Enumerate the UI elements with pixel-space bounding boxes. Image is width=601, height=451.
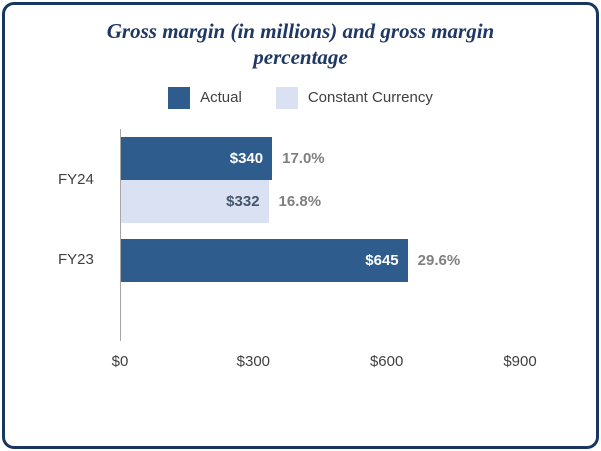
bar-fy24-constant-currency: $332 (121, 179, 269, 223)
chart-legend: Actual Constant Currency (5, 86, 596, 109)
legend-item-actual: Actual (168, 86, 242, 109)
legend-label: Actual (200, 89, 242, 106)
legend-label: Constant Currency (307, 89, 433, 106)
bar-percent-label: 29.6% (417, 251, 461, 269)
chart-body: $340 17.0% $332 16.8% $645 29.6% FY24 FY23 $0 $30… (5, 128, 596, 397)
bar-fy24-actual: $340 (121, 136, 273, 180)
legend-item-constant-currency: Constant Currency (275, 86, 433, 109)
category-label-fy23: FY23 (58, 251, 94, 268)
y-axis-line (120, 128, 121, 341)
bar-percent-label: 16.8% (278, 192, 322, 210)
bar-value-label: $645 (365, 251, 399, 269)
bar-fy23-actual: $645 (121, 238, 408, 282)
bar-value-label: $340 (229, 149, 264, 167)
bar-value-label: $332 (226, 192, 260, 210)
chart-title: Gross margin (in millions) and gross mar… (106, 19, 495, 70)
bar-percent-label: 17.0% (282, 149, 325, 167)
legend-swatch-constant-currency (275, 86, 298, 109)
x-tick-usd0: $0 (111, 352, 129, 370)
category-label-fy24: FY24 (58, 170, 94, 188)
legend-swatch-actual (168, 86, 191, 109)
x-tick-usd900: $900 (503, 352, 537, 370)
x-tick-usd300: $300 (236, 352, 271, 370)
plot-area: $340 17.0% $332 16.8% $645 29.6% FY24 FY23 $0 $30… (58, 128, 537, 370)
x-tick-usd600: $600 (369, 352, 404, 370)
